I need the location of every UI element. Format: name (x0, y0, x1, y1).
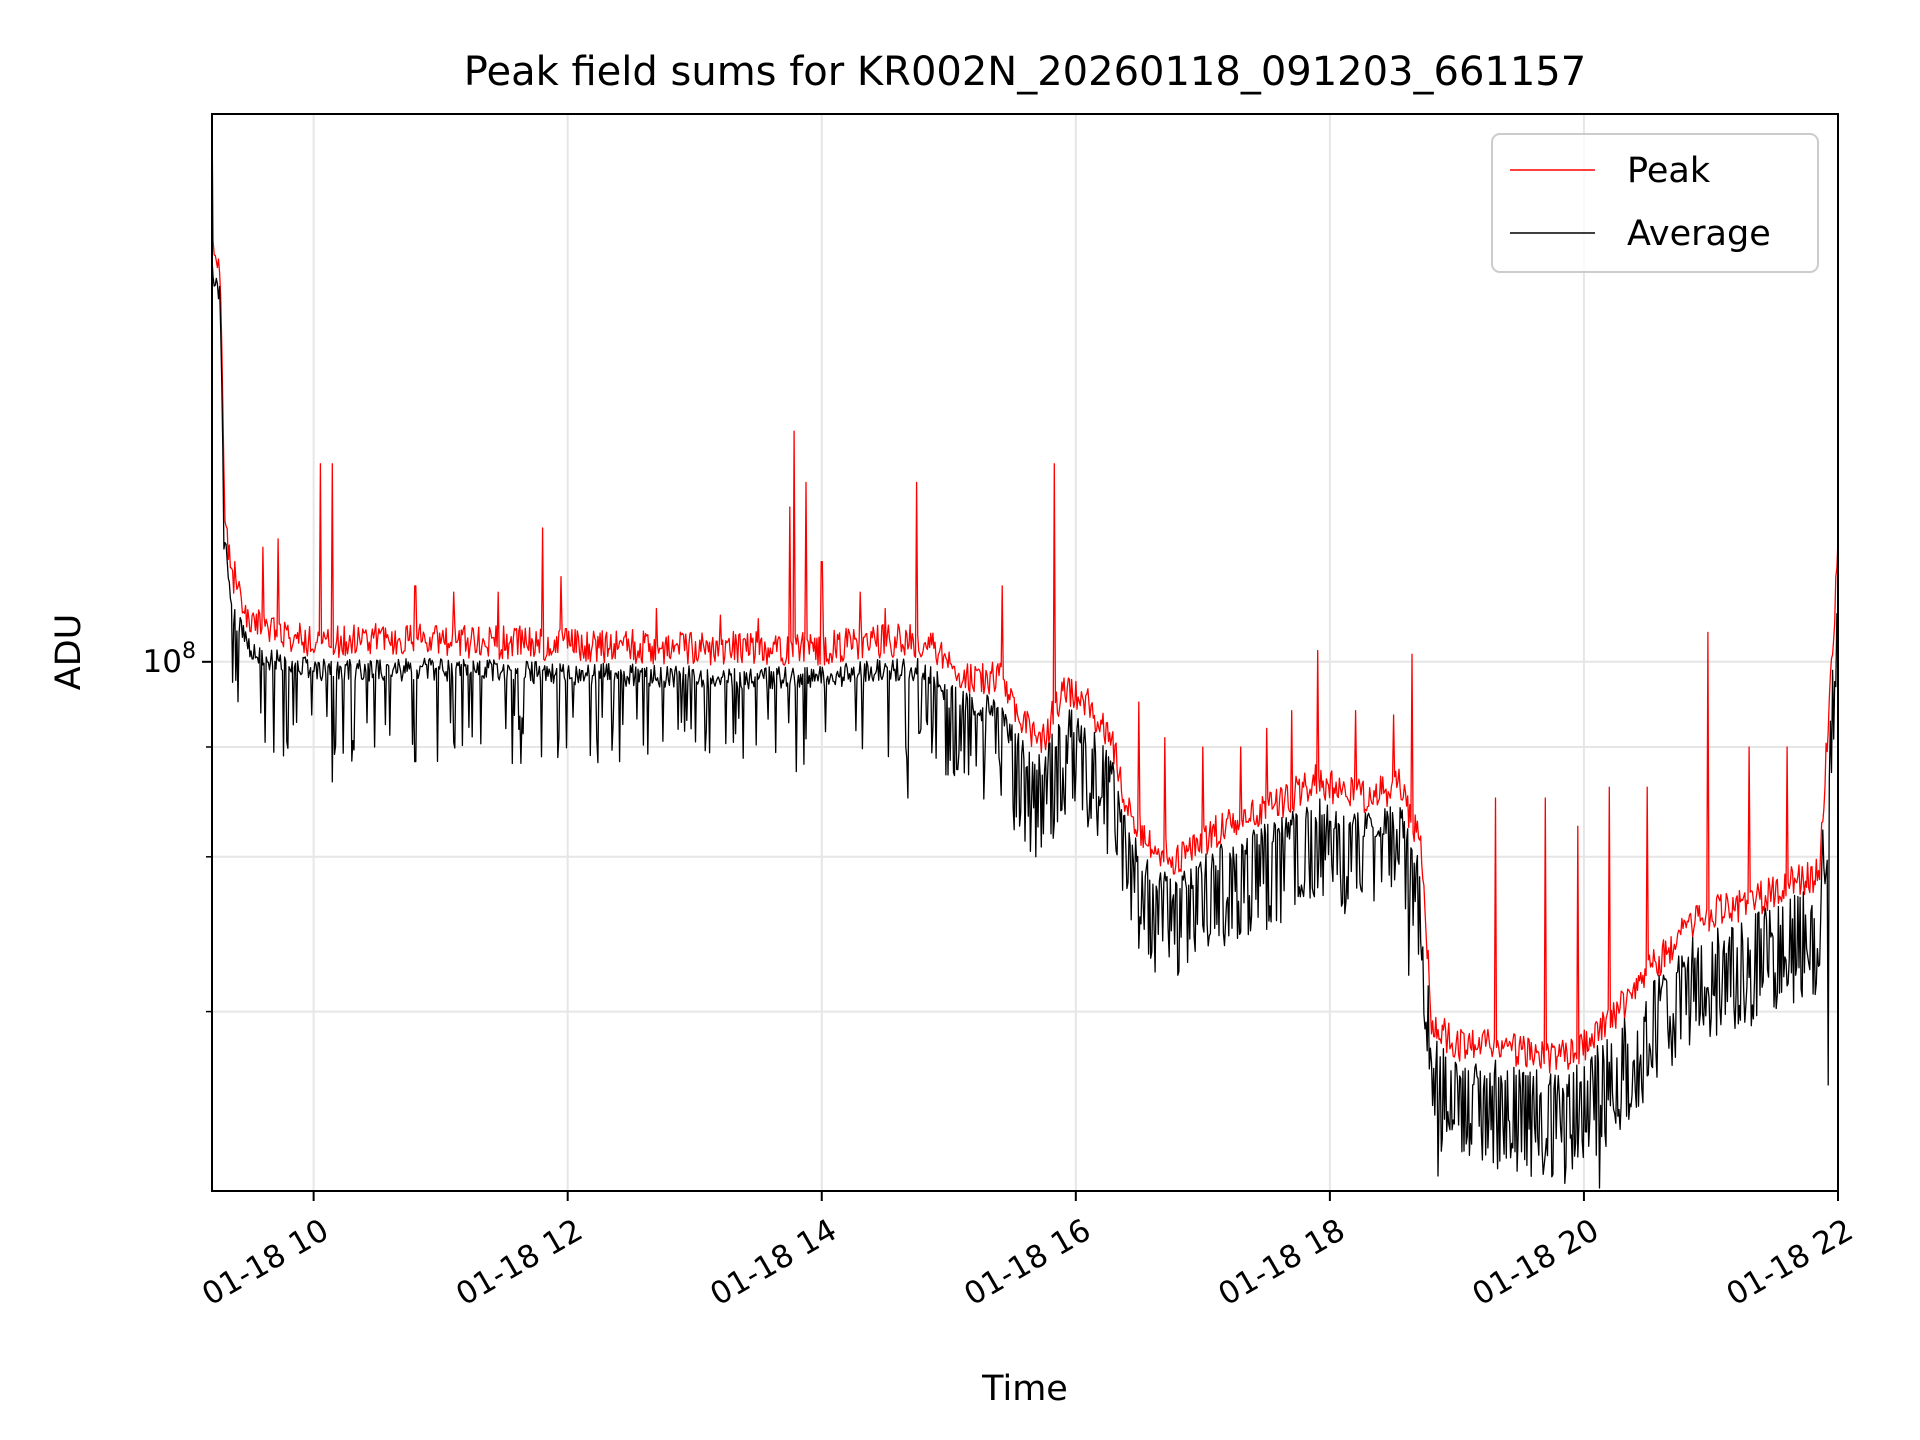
series-layer (211, 113, 1839, 1189)
plot-background (212, 114, 1838, 1191)
legend-box (1491, 133, 1819, 273)
average-series-line (211, 258, 1839, 1189)
y-tick-label: 108 (143, 639, 196, 680)
legend-average-label: Average (1627, 214, 1771, 254)
legend-peak-label: Peak (1627, 151, 1711, 191)
x-axis-label: Time (981, 1369, 1068, 1409)
y-axis-label: ADU (49, 614, 89, 691)
y-tick-label-base: 10 (143, 644, 182, 680)
grid-layer (212, 114, 1839, 1191)
y-tick-label-exponent: 8 (182, 639, 196, 664)
legend: Peak Average (1491, 133, 1819, 273)
plot-frame (211, 113, 1839, 1192)
peak-series-line (211, 113, 1839, 1074)
chart-title: Peak field sums for KR002N_20260118_0912… (464, 49, 1586, 95)
